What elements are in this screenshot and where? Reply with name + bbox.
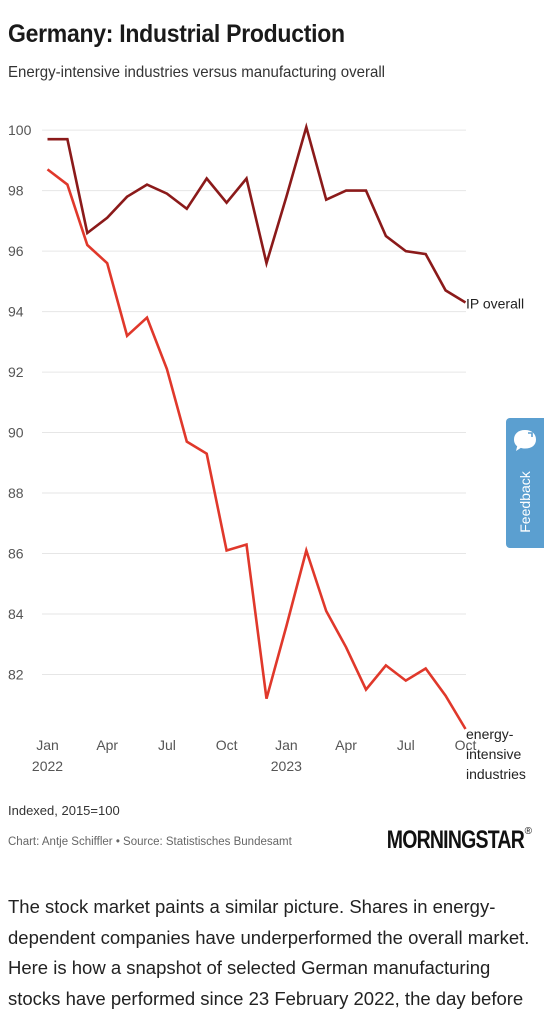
x-tick-label: Apr bbox=[335, 737, 357, 753]
y-tick-label-100: 100 bbox=[8, 122, 32, 138]
chart-credit: Chart: Antje Schiffler • Source: Statist… bbox=[8, 836, 292, 848]
speech-bubble-icon bbox=[514, 430, 536, 451]
y-tick-label-90: 90 bbox=[8, 425, 24, 441]
chart-subtitle: Energy-intensive industries versus manuf… bbox=[8, 64, 386, 81]
y-tick-label-88: 88 bbox=[8, 485, 24, 501]
series-label-energy-intensive-line: intensive bbox=[466, 746, 521, 762]
series-line-energy-intensive bbox=[46, 168, 467, 730]
y-tick-label-86: 86 bbox=[8, 546, 24, 562]
y-tick-label-96: 96 bbox=[8, 243, 24, 259]
x-tick-label: Jul bbox=[158, 737, 176, 753]
x-tick-label: Jan bbox=[275, 737, 298, 753]
series-label-energy-intensive-line: energy- bbox=[466, 726, 514, 742]
y-tick-label-98: 98 bbox=[8, 183, 24, 199]
x-tick-label: Jan bbox=[36, 737, 59, 753]
logo-text: MORNINGSTAR bbox=[386, 826, 524, 854]
x-tick-label: Apr bbox=[96, 737, 118, 753]
x-tick-year-label: 2022 bbox=[32, 758, 63, 774]
chart-title: Germany: Industrial Production bbox=[8, 20, 345, 48]
morningstar-logo: MORNINGSTAR ® bbox=[348, 826, 532, 854]
y-tick-label-94: 94 bbox=[8, 304, 24, 320]
series-label-energy-intensive-line: industries bbox=[466, 766, 526, 782]
series-line-ip-overall bbox=[47, 122, 467, 304]
x-tick-year-label: 2023 bbox=[271, 758, 302, 774]
registered-mark: ® bbox=[524, 826, 532, 837]
article-paragraph: The stock market paints a similar pictur… bbox=[8, 896, 530, 1009]
line-chart: 82 84 86 88 90 92 94 96 98 100 Jan 2022 Apr Jul Oct Jan… bbox=[8, 122, 526, 782]
x-tick-label: Oct bbox=[455, 737, 477, 753]
series-label-ip-overall: IP overall bbox=[466, 296, 524, 312]
x-tick-label: Jul bbox=[397, 737, 415, 753]
y-tick-label-82: 82 bbox=[8, 667, 24, 683]
index-note: Indexed, 2015=100 bbox=[8, 803, 120, 818]
feedback-tab[interactable]: Feedback bbox=[506, 418, 544, 548]
feedback-label: Feedback bbox=[517, 471, 533, 533]
x-tick-label: Oct bbox=[216, 737, 238, 753]
y-tick-label-84: 84 bbox=[8, 606, 24, 622]
y-tick-label-92: 92 bbox=[8, 364, 24, 380]
